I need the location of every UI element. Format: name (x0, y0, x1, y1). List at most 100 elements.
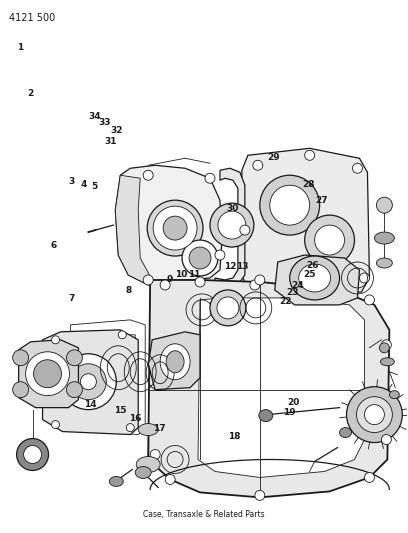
Ellipse shape (195, 277, 205, 287)
Ellipse shape (126, 424, 134, 432)
Ellipse shape (109, 477, 123, 487)
Text: 5: 5 (91, 182, 98, 191)
Ellipse shape (71, 364, 106, 400)
Ellipse shape (218, 211, 246, 239)
Ellipse shape (205, 173, 215, 183)
Ellipse shape (357, 397, 392, 433)
Ellipse shape (377, 258, 392, 268)
Text: 18: 18 (228, 432, 241, 441)
Ellipse shape (381, 340, 391, 350)
Text: 16: 16 (129, 414, 141, 423)
Text: 10: 10 (175, 270, 188, 279)
Text: 22: 22 (279, 296, 292, 305)
Ellipse shape (255, 490, 265, 500)
Ellipse shape (150, 449, 160, 459)
Text: 27: 27 (316, 196, 328, 205)
Ellipse shape (380, 358, 395, 366)
Ellipse shape (305, 150, 315, 160)
Text: 14: 14 (84, 400, 96, 409)
Ellipse shape (24, 446, 42, 464)
Text: 2: 2 (27, 89, 33, 98)
Ellipse shape (364, 295, 375, 305)
Ellipse shape (13, 382, 29, 398)
Ellipse shape (353, 163, 362, 173)
Ellipse shape (315, 225, 344, 255)
Text: 6: 6 (51, 241, 57, 250)
Ellipse shape (189, 247, 211, 269)
Text: 28: 28 (303, 180, 315, 189)
Ellipse shape (143, 170, 153, 180)
Text: 15: 15 (114, 406, 127, 415)
Ellipse shape (147, 200, 203, 256)
Text: 19: 19 (283, 408, 296, 417)
Ellipse shape (17, 439, 49, 471)
Ellipse shape (138, 424, 158, 435)
Ellipse shape (375, 232, 395, 244)
Ellipse shape (217, 297, 239, 319)
Ellipse shape (240, 225, 250, 235)
Text: 33: 33 (98, 118, 111, 127)
Text: 4121 500: 4121 500 (9, 13, 55, 23)
Polygon shape (42, 330, 138, 434)
Ellipse shape (359, 273, 369, 283)
Text: 24: 24 (291, 280, 304, 289)
Polygon shape (19, 340, 78, 408)
Text: Case, Transaxle & Related Parts: Case, Transaxle & Related Parts (143, 510, 265, 519)
Text: 13: 13 (236, 262, 249, 271)
Text: 3: 3 (69, 177, 75, 186)
Text: 29: 29 (267, 153, 279, 162)
Ellipse shape (33, 360, 62, 387)
Ellipse shape (270, 185, 310, 225)
Ellipse shape (67, 382, 82, 398)
Polygon shape (198, 298, 364, 478)
Ellipse shape (325, 280, 335, 290)
Text: 9: 9 (166, 275, 173, 284)
Ellipse shape (51, 336, 60, 344)
Polygon shape (275, 255, 359, 305)
Ellipse shape (165, 474, 175, 484)
Ellipse shape (305, 215, 355, 265)
Text: 23: 23 (286, 287, 299, 296)
Ellipse shape (160, 280, 170, 290)
Text: 1: 1 (17, 43, 23, 52)
Text: 20: 20 (287, 398, 299, 407)
Ellipse shape (379, 343, 389, 353)
Polygon shape (242, 148, 369, 298)
Ellipse shape (253, 160, 263, 170)
Ellipse shape (210, 203, 254, 247)
Ellipse shape (215, 250, 225, 260)
Ellipse shape (377, 197, 392, 213)
Ellipse shape (118, 331, 126, 339)
Ellipse shape (153, 206, 197, 250)
Polygon shape (115, 175, 152, 285)
Ellipse shape (364, 472, 375, 482)
Ellipse shape (290, 256, 339, 300)
Text: 25: 25 (304, 270, 316, 279)
Ellipse shape (182, 240, 218, 276)
Text: 7: 7 (69, 294, 75, 303)
Ellipse shape (143, 275, 153, 285)
Text: 4: 4 (81, 180, 87, 189)
Text: 26: 26 (307, 261, 319, 270)
Ellipse shape (346, 386, 402, 442)
Polygon shape (148, 280, 389, 497)
Text: 30: 30 (226, 204, 239, 213)
Ellipse shape (339, 427, 352, 438)
Ellipse shape (210, 290, 246, 326)
Ellipse shape (60, 354, 116, 410)
Polygon shape (148, 332, 200, 390)
Ellipse shape (305, 287, 315, 297)
Polygon shape (115, 165, 222, 285)
Ellipse shape (389, 391, 399, 399)
Text: 31: 31 (104, 137, 117, 146)
Ellipse shape (381, 434, 391, 445)
Text: 11: 11 (188, 270, 200, 279)
Ellipse shape (299, 264, 330, 292)
Text: 32: 32 (110, 126, 123, 135)
Ellipse shape (364, 405, 384, 425)
Ellipse shape (166, 351, 184, 373)
Ellipse shape (67, 350, 82, 366)
Ellipse shape (160, 344, 190, 379)
Ellipse shape (136, 456, 160, 472)
Ellipse shape (259, 410, 273, 422)
